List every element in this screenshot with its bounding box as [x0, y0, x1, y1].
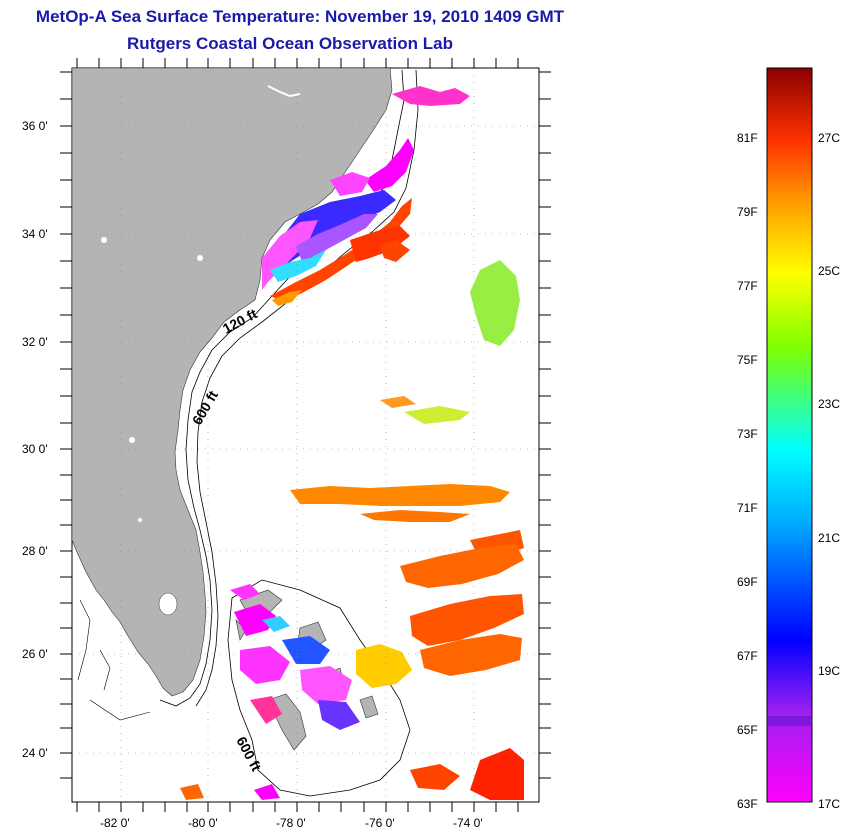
colorbar-c-25: 25C — [818, 264, 840, 278]
contour-bahamas — [227, 579, 411, 797]
lat-label-24: 24 0' — [22, 746, 48, 760]
colorbar-f-65: 65F — [737, 723, 758, 737]
colorbar-f-67: 67F — [737, 649, 758, 663]
lon-label-78: -78 0' — [276, 816, 306, 830]
lon-label-76: -76 0' — [365, 816, 395, 830]
colorbar-c-27: 27C — [818, 131, 840, 145]
colorbar-f-77: 77F — [737, 279, 758, 293]
lat-label-32: 32 0' — [22, 335, 48, 349]
lat-lon-grid — [72, 68, 539, 802]
colorbar-f-69: 69F — [737, 575, 758, 589]
lat-label-30: 30 0' — [22, 442, 48, 456]
sst-data-layer — [180, 86, 524, 800]
colorbar-f-81: 81F — [737, 131, 758, 145]
colorbar-f-63: 63F — [737, 797, 758, 811]
lat-label-28: 28 0' — [22, 544, 48, 558]
lon-label-82: -82 0' — [100, 816, 130, 830]
map-subtitle: Rutgers Coastal Ocean Observation Lab — [127, 34, 453, 53]
lat-label-26: 26 0' — [22, 647, 48, 661]
colorbar-c-17: 17C — [818, 797, 840, 811]
colorbar-f-71: 71F — [737, 501, 758, 515]
lat-label-34: 34 0' — [22, 227, 48, 241]
colorbar-c-21: 21C — [818, 531, 840, 545]
land-mass — [72, 68, 393, 697]
temperature-colorbar: 81F 79F 77F 75F 73F 71F 69F 67F 65F 63F … — [737, 67, 840, 811]
lon-label-74: -74 0' — [453, 816, 483, 830]
lat-label-36: 36 0' — [22, 119, 48, 133]
lon-label-80: -80 0' — [188, 816, 218, 830]
colorbar-c-19: 19C — [818, 664, 840, 678]
axis-ticks — [60, 58, 551, 812]
colorbar-f-73: 73F — [737, 427, 758, 441]
colorbar-c-23: 23C — [818, 397, 840, 411]
colorbar-f-79: 79F — [737, 205, 758, 219]
colorbar-f-75: 75F — [737, 353, 758, 367]
contour-600ft — [195, 69, 419, 707]
map-title: MetOp-A Sea Surface Temperature: Novembe… — [35, 7, 565, 26]
